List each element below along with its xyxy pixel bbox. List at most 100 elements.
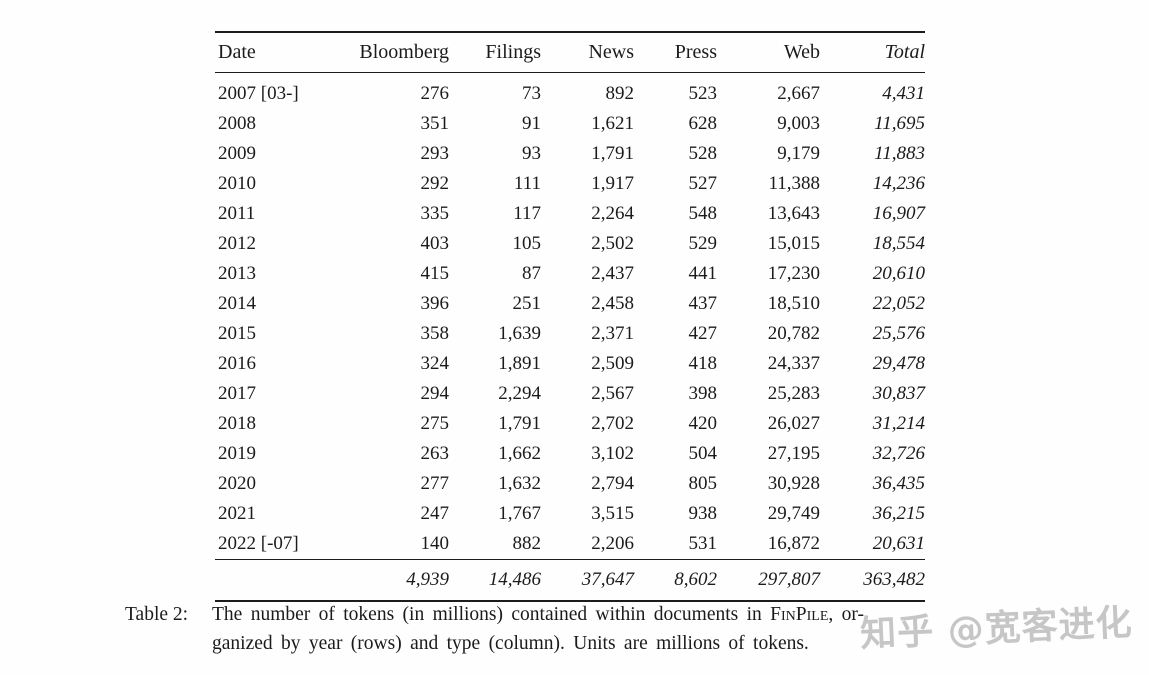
table-row: 2018 275 1,791 2,702 420 26,027 31,214	[215, 409, 925, 439]
column-header-total: Total	[820, 32, 925, 73]
value-cell: 441	[688, 262, 718, 284]
value-cell: 2,702	[591, 412, 634, 434]
table-row: 2008 351 91 1,621 628 9,003 11,695	[215, 109, 925, 139]
row-total-cell: 29,478	[872, 352, 925, 374]
value-cell: 2,437	[591, 262, 634, 284]
table-caption: Table 2: The number of tokens (in millio…	[125, 600, 965, 658]
value-cell: 1,767	[498, 502, 541, 524]
date-cell: 2019	[218, 442, 256, 464]
value-cell: 263	[420, 442, 450, 464]
table-row: 2019 263 1,662 3,102 504 27,195 32,726	[215, 439, 925, 469]
value-cell: 2,264	[591, 202, 634, 224]
value-cell: 251	[512, 292, 542, 314]
value-cell: 427	[688, 322, 718, 344]
value-cell: 13,643	[767, 202, 820, 224]
value-cell: 531	[688, 532, 718, 554]
header-row: Date Bloomberg Filings News Press Web To…	[215, 32, 925, 73]
row-total-cell: 14,236	[872, 172, 925, 194]
row-total-cell: 22,052	[872, 292, 925, 314]
value-cell: 18,510	[767, 292, 820, 314]
value-cell: 324	[420, 352, 450, 374]
table-row: 2012 403 105 2,502 529 15,015 18,554	[215, 229, 925, 259]
totals-cell-total: 363,482	[820, 558, 925, 601]
value-cell: 418	[688, 352, 718, 374]
value-cell: 420	[688, 412, 718, 434]
value-cell: 30,928	[767, 472, 820, 494]
row-total-cell: 16,907	[872, 202, 925, 224]
value-cell: 351	[420, 112, 450, 134]
row-total-cell: 11,695	[874, 112, 925, 134]
value-cell: 2,371	[591, 322, 634, 344]
table-row: 2021 247 1,767 3,515 938 29,749 36,215	[215, 499, 925, 529]
date-cell: 2010	[218, 172, 256, 194]
date-cell: 2016	[218, 352, 256, 374]
value-cell: 504	[688, 442, 718, 464]
value-cell: 3,102	[591, 442, 634, 464]
value-cell: 24,337	[767, 352, 820, 374]
value-cell: 9,003	[777, 112, 820, 134]
value-cell: 1,639	[498, 322, 541, 344]
value-cell: 87	[522, 262, 541, 284]
value-cell: 105	[512, 232, 542, 254]
date-cell: 2012	[218, 232, 256, 254]
value-cell: 2,567	[591, 382, 634, 404]
column-header-press: Press	[634, 32, 717, 73]
value-cell: 9,179	[777, 142, 820, 164]
value-cell: 2,794	[591, 472, 634, 494]
table-row: 2011 335 117 2,264 548 13,643 16,907	[215, 199, 925, 229]
value-cell: 25,283	[767, 382, 820, 404]
value-cell: 11,388	[768, 172, 820, 194]
date-cell: 2009	[218, 142, 256, 164]
value-cell: 1,791	[498, 412, 541, 434]
value-cell: 276	[420, 83, 450, 104]
value-cell: 527	[688, 172, 718, 194]
value-cell: 247	[420, 502, 450, 524]
value-cell: 20,782	[767, 322, 820, 344]
totals-empty-cell	[215, 558, 335, 601]
value-cell: 15,015	[767, 232, 820, 254]
value-cell: 277	[420, 472, 450, 494]
date-cell: 2015	[218, 322, 256, 344]
row-total-cell: 20,631	[872, 532, 925, 554]
table-row: 2022 [-07] 140 882 2,206 531 16,872 20,631	[215, 529, 925, 560]
table-row: 2010 292 111 1,917 527 11,388 14,236	[215, 169, 925, 199]
value-cell: 1,917	[591, 172, 634, 194]
value-cell: 1,791	[591, 142, 634, 164]
value-cell: 628	[688, 112, 718, 134]
row-total-cell: 4,431	[882, 83, 925, 104]
value-cell: 1,621	[591, 112, 634, 134]
date-cell: 2011	[218, 202, 256, 224]
caption-text: The number of tokens (in millions) conta…	[212, 600, 965, 658]
row-total-cell: 25,576	[872, 322, 925, 344]
table-row: 2017 294 2,294 2,567 398 25,283 30,837	[215, 379, 925, 409]
row-total-cell: 18,554	[872, 232, 925, 254]
value-cell: 27,195	[767, 442, 820, 464]
token-table: Date Bloomberg Filings News Press Web To…	[215, 31, 925, 602]
date-cell: 2007 [03-]	[218, 82, 299, 104]
value-cell: 117	[513, 202, 541, 224]
date-cell: 2021	[218, 502, 256, 524]
date-cell: 2017	[218, 382, 256, 404]
value-cell: 111	[513, 172, 541, 194]
row-total-cell: 31,214	[872, 412, 925, 434]
totals-cell-press: 8,602	[634, 558, 717, 601]
value-cell: 293	[420, 142, 450, 164]
column-header-web: Web	[717, 32, 820, 73]
row-total-cell: 30,837	[872, 382, 925, 404]
value-cell: 335	[420, 202, 450, 224]
value-cell: 1,632	[498, 472, 541, 494]
value-cell: 892	[605, 83, 635, 104]
value-cell: 528	[688, 142, 718, 164]
value-cell: 3,515	[591, 502, 634, 524]
table-row: 2016 324 1,891 2,509 418 24,337 29,478	[215, 349, 925, 379]
finpile-token-table: Date Bloomberg Filings News Press Web To…	[215, 31, 925, 602]
row-total-cell: 20,610	[872, 262, 925, 284]
date-cell: 2018	[218, 412, 256, 434]
table-row: 2014 396 251 2,458 437 18,510 22,052	[215, 289, 925, 319]
table-row: 2015 358 1,639 2,371 427 20,782 25,576	[215, 319, 925, 349]
value-cell: 91	[522, 112, 541, 134]
value-cell: 358	[420, 322, 450, 344]
date-cell: 2014	[218, 292, 256, 314]
totals-cell-news: 37,647	[541, 558, 634, 601]
caption-line1-before: The number of tokens (in millions) conta…	[212, 604, 771, 625]
